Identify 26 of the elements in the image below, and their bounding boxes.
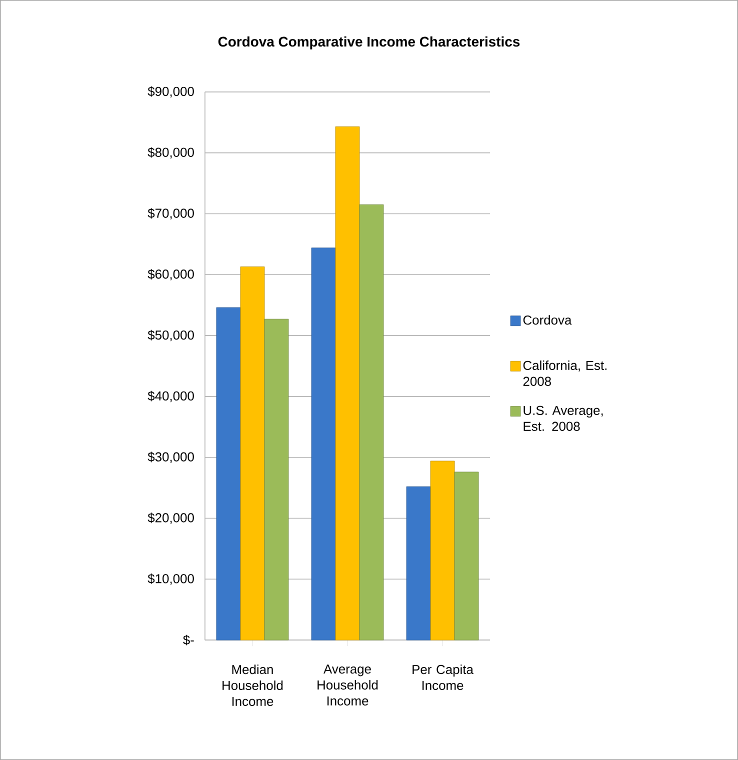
bar (430, 460, 455, 640)
y-tick-label: $40,000 (148, 390, 194, 402)
x-tick-label: Median Household Income (222, 664, 283, 706)
legend-label: U.S. Average, Est. 2008 (524, 406, 603, 431)
bar (311, 248, 336, 640)
bar (454, 472, 479, 640)
bar (216, 307, 241, 640)
bar (264, 318, 289, 640)
y-tick-label: $30,000 (148, 452, 194, 463)
y-tick-label: $90,000 (148, 86, 194, 98)
y-tick-label: $70,000 (148, 208, 194, 220)
y-tick-label: $60,000 (148, 269, 194, 280)
legend-label: California, Est. 2008 (523, 360, 606, 386)
bar (335, 126, 360, 640)
y-tick-label: $20,000 (148, 512, 194, 524)
bar (240, 266, 265, 640)
legend-label: Cordova (523, 315, 572, 325)
y-tick-label: $80,000 (148, 147, 194, 158)
bar (359, 204, 384, 640)
y-tick-label: $10,000 (148, 574, 194, 585)
bar (406, 486, 431, 640)
chart-title: Cordova Comparative Income Characteristics (218, 36, 520, 50)
x-tick-label: Per Capita Income (412, 664, 474, 690)
y-tick-label: $50,000 (148, 330, 194, 342)
y-tick-label: $- (183, 634, 194, 646)
x-tick-label: Average Household Income (318, 664, 378, 706)
